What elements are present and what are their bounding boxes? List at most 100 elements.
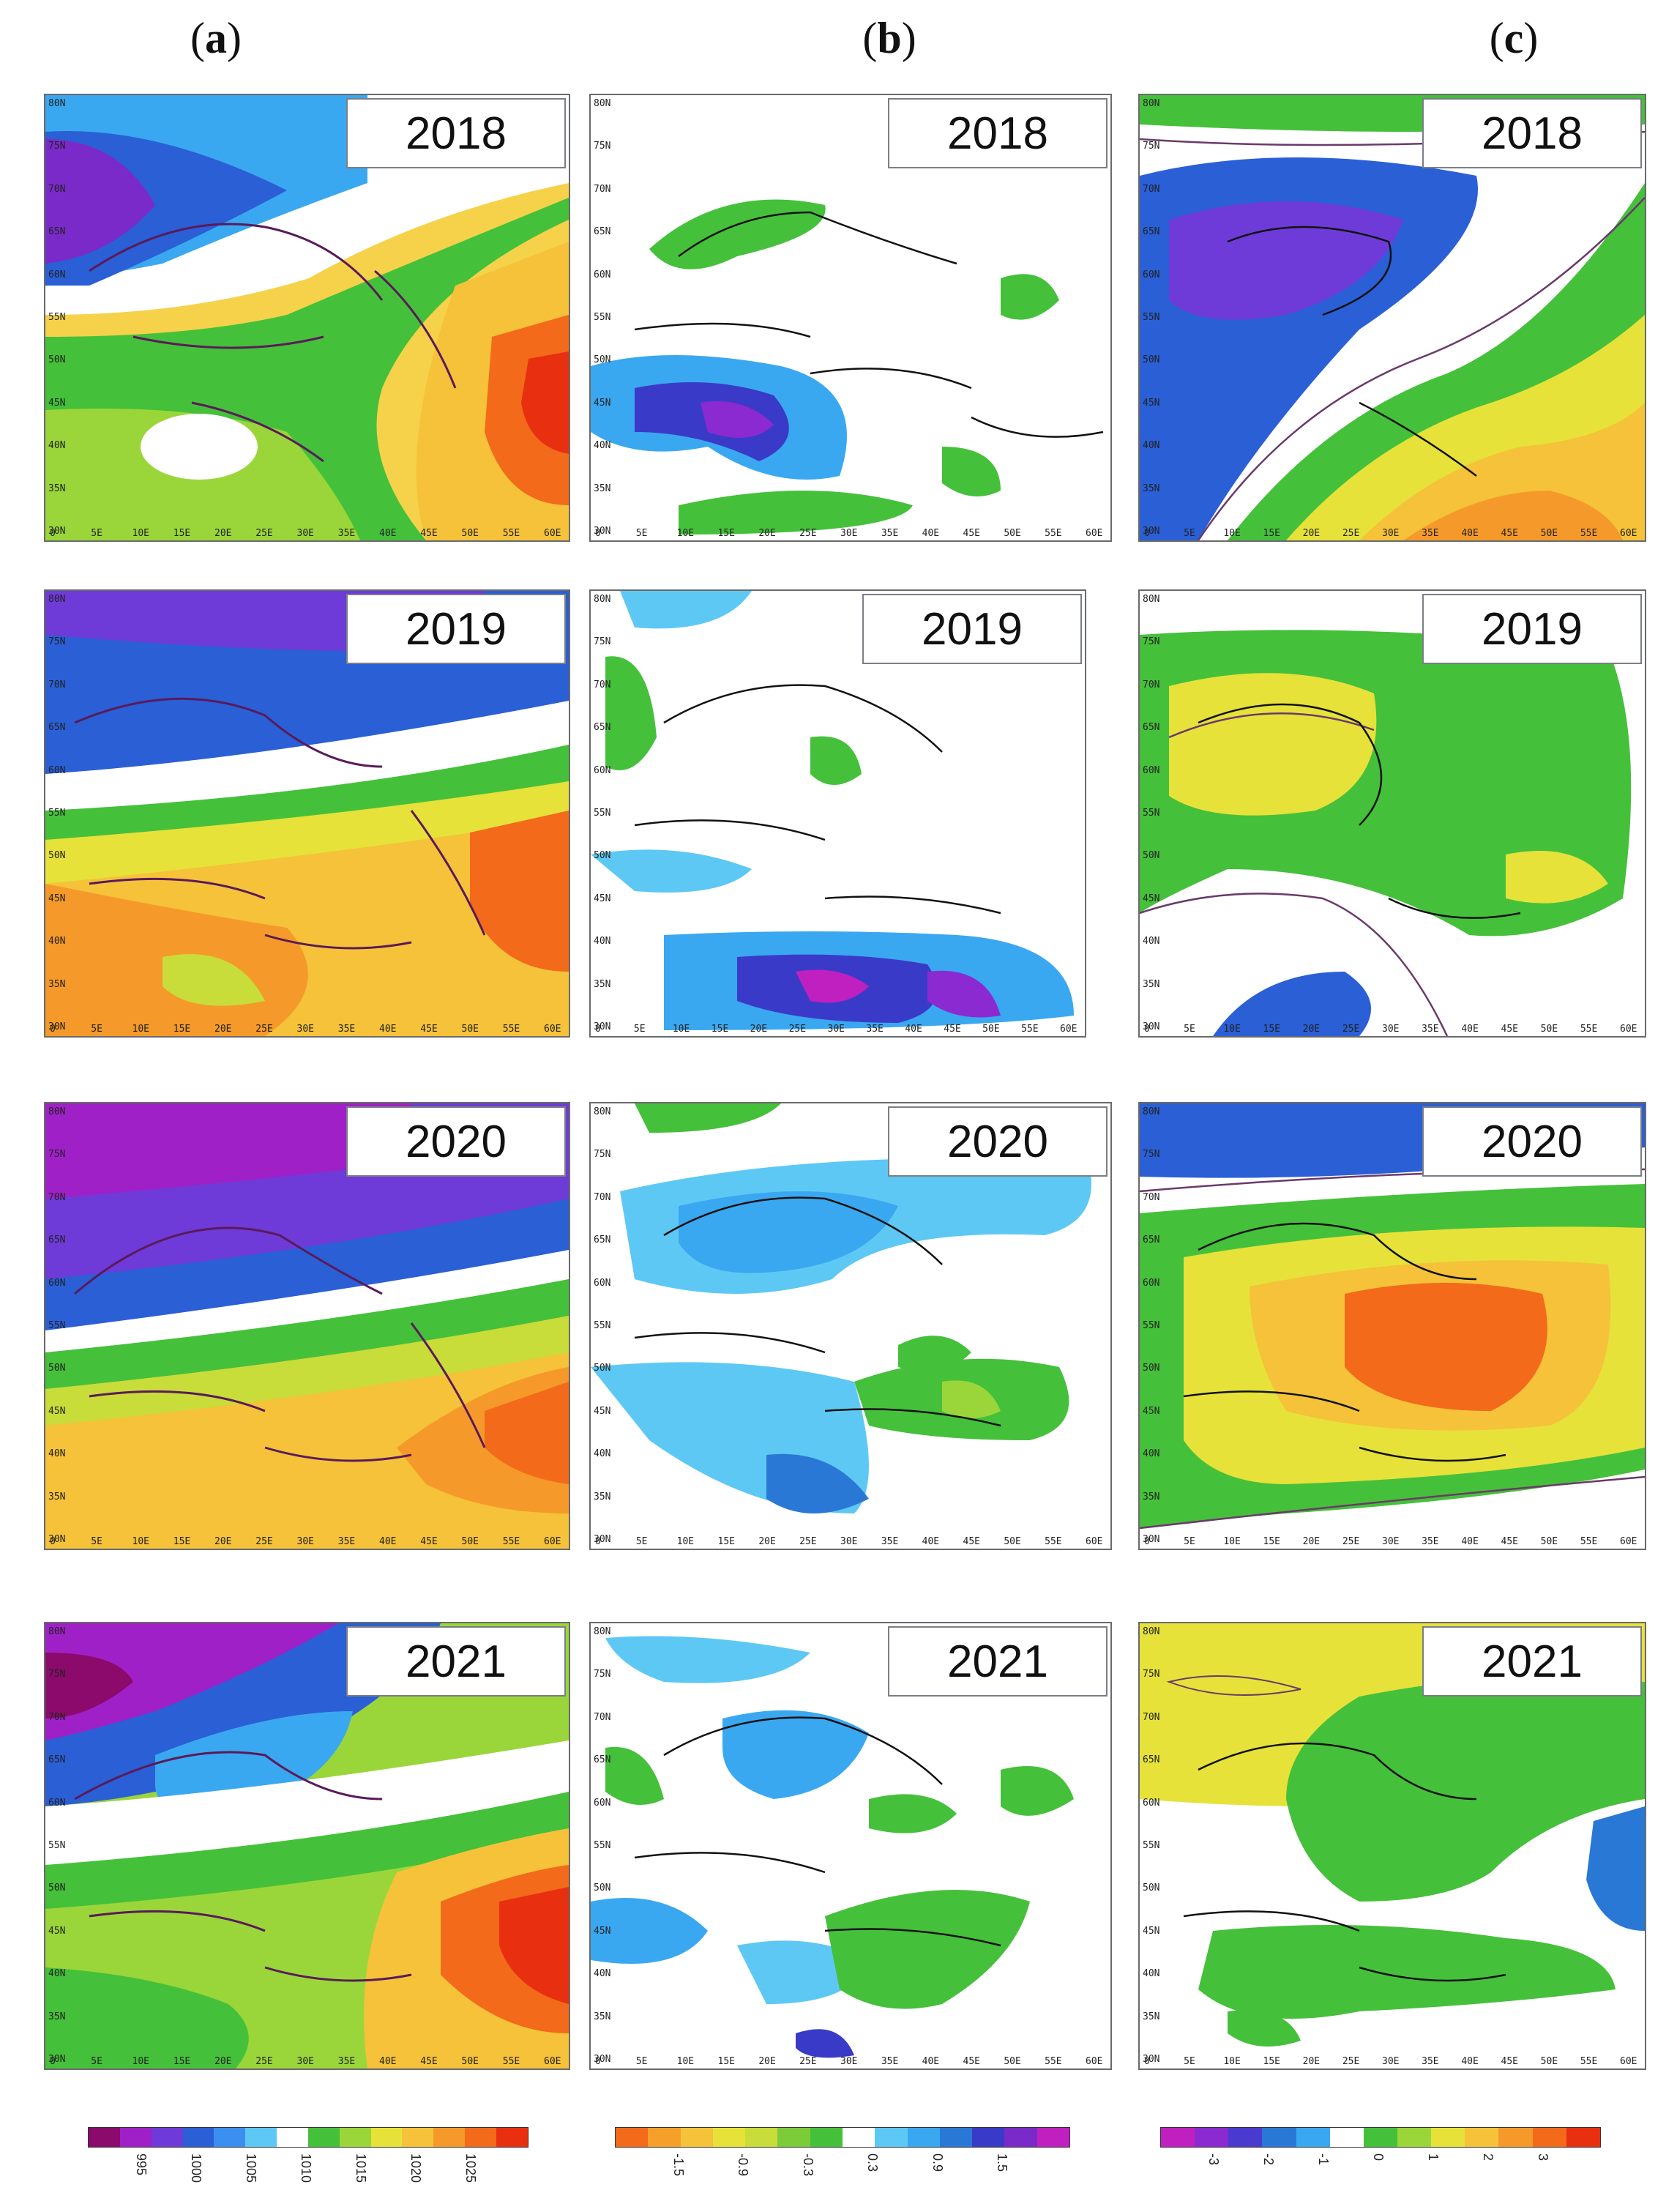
lat-tick-label: 35N xyxy=(48,483,66,494)
lat-tick-label: 60N xyxy=(594,1797,611,1809)
lon-tick-label: 0 xyxy=(50,528,56,539)
lon-tick-label: 20E xyxy=(214,528,232,539)
lat-tick-label: 40N xyxy=(594,440,611,452)
lon-tick-label: 35E xyxy=(1422,528,1439,539)
lon-tick-label: 0 xyxy=(595,1024,601,1035)
lat-tick-label: 30N xyxy=(1143,1021,1160,1032)
lat-tick-label: 55N xyxy=(1143,808,1160,819)
colorbar-a: 995 1000 1005 1010 1015 1020 1025 xyxy=(88,2127,529,2193)
lon-tick-label: 60E xyxy=(1060,1024,1077,1035)
lon-tick-label: 40E xyxy=(1461,2056,1479,2067)
lon-tick-label: 5E xyxy=(1184,528,1195,539)
lon-tick-label: 20E xyxy=(1302,528,1321,539)
lat-tick-label: 70N xyxy=(48,1711,66,1723)
lat-tick-label: 65N xyxy=(1143,1235,1160,1246)
lat-tick-label: 55N xyxy=(1143,312,1160,323)
lat-tick-label: 35N xyxy=(48,978,66,990)
colorbar-swatch xyxy=(339,2128,371,2147)
lon-tick-label: 55E xyxy=(1580,1024,1598,1035)
lat-tick-label: 65N xyxy=(594,722,611,734)
lat-tick-label: 70N xyxy=(48,1191,66,1203)
lon-tick-label: 0 xyxy=(595,528,601,539)
colorbar-swatch xyxy=(433,2128,466,2147)
map-b-2020: 2020 80N 75N 70N 65N 60N 55N 50N 45N 40N 35N 30N 0 5… xyxy=(589,1102,1112,1550)
lon-tick-label: 20E xyxy=(758,1536,776,1547)
colorbar-swatch xyxy=(307,2128,340,2147)
colorbar-swatch xyxy=(810,2128,843,2147)
lat-tick-label: 40N xyxy=(594,936,611,947)
year-label: 2019 xyxy=(862,594,1082,664)
lon-tick-label: 15E xyxy=(1263,528,1280,539)
lon-tick-label: 40E xyxy=(379,2056,397,2067)
lon-tick-label: 0 xyxy=(50,1024,56,1035)
lat-tick-label: 75N xyxy=(594,1669,611,1680)
lon-tick-label: 60E xyxy=(544,1536,561,1547)
lat-tick-label: 80N xyxy=(594,594,611,605)
colorbar-tick-label: -0.9 xyxy=(736,2153,751,2177)
map-c-2021: 2021 80N 75N 70N 65N 60N 55N 50N 45N 40N 35N 30N 0 5… xyxy=(1138,1622,1646,2070)
lat-tick-label: 40N xyxy=(48,936,66,947)
lat-tick-label: 75N xyxy=(1143,1669,1160,1680)
lon-tick-label: 10E xyxy=(132,528,149,539)
lon-tick-label: 15E xyxy=(1263,1536,1280,1547)
colorbar-swatch xyxy=(214,2128,246,2147)
lon-tick-label: 0 xyxy=(1144,528,1150,539)
lon-tick-label: 10E xyxy=(1223,1024,1241,1035)
lat-tick-label: 70N xyxy=(1143,1191,1160,1203)
lon-tick-label: 30E xyxy=(1382,2056,1400,2067)
lat-tick-label: 75N xyxy=(1143,141,1160,152)
lon-tick-label: 55E xyxy=(502,1024,520,1035)
lat-tick-label: 30N xyxy=(594,1534,611,1545)
column-label-c: (c) xyxy=(1489,14,1539,62)
map-b-2018: 2018 80N 75N 70N 65N 60N 55N 50N 45N 40N 35N 30N 0 5… xyxy=(589,94,1112,542)
colorbar-tick-label: -3 xyxy=(1206,2153,1221,2166)
lon-tick-label: 5E xyxy=(1184,1536,1195,1547)
lat-tick-label: 65N xyxy=(594,1235,611,1246)
lat-tick-label: 55N xyxy=(48,1840,66,1851)
lat-tick-label: 45N xyxy=(1143,397,1160,409)
lon-tick-label: 35E xyxy=(337,1536,356,1547)
lat-tick-label: 80N xyxy=(1143,1106,1160,1117)
lon-tick-label: 10E xyxy=(676,528,695,539)
lat-tick-label: 80N xyxy=(1143,1626,1160,1637)
colorbar-b: -1.5 -0.9 -0.3 0.3 0.9 1.5 xyxy=(615,2127,1070,2193)
lon-tick-label: 35E xyxy=(881,2056,899,2067)
colorbar-swatch xyxy=(875,2128,908,2147)
colorbar-swatch xyxy=(496,2128,528,2147)
lon-tick-label: 25E xyxy=(788,1024,807,1035)
lat-tick-label: 35N xyxy=(1143,978,1160,990)
lat-tick-label: 55N xyxy=(48,808,66,819)
lat-tick-label: 35N xyxy=(594,2011,611,2022)
lat-tick-label: 45N xyxy=(594,1925,611,1937)
anomaly-field xyxy=(1140,1103,1645,1549)
lon-tick-label: 60E xyxy=(1620,528,1637,539)
lon-tick-label: 20E xyxy=(1302,1536,1321,1547)
anomaly-field xyxy=(591,95,1110,540)
lon-tick-label: 50E xyxy=(1004,2056,1021,2067)
lon-tick-label: 20E xyxy=(214,1536,232,1547)
lon-tick-label: 35E xyxy=(881,1536,899,1547)
column-label-b: (b) xyxy=(862,14,916,62)
lon-tick-label: 20E xyxy=(1302,2056,1321,2067)
lon-tick-label: 40E xyxy=(379,1024,397,1035)
lat-tick-label: 35N xyxy=(1143,2011,1160,2022)
lon-tick-label: 10E xyxy=(1223,2056,1241,2067)
lon-tick-label: 50E xyxy=(461,1536,479,1547)
lat-tick-label: 35N xyxy=(1143,1491,1160,1502)
lon-tick-label: 25E xyxy=(1342,1024,1360,1035)
lat-tick-label: 50N xyxy=(1143,354,1160,366)
lat-tick-label: 70N xyxy=(594,679,611,690)
lat-tick-label: 70N xyxy=(48,679,66,690)
lat-tick-label: 35N xyxy=(594,1491,611,1502)
lon-tick-label: 45E xyxy=(420,2056,438,2067)
colorbar-tick-label: 0.9 xyxy=(930,2153,945,2172)
lat-tick-label: 35N xyxy=(594,483,611,494)
lon-tick-label: 15E xyxy=(717,2056,735,2067)
year-label: 2021 xyxy=(1422,1626,1642,1697)
lat-tick-label: 80N xyxy=(1143,98,1160,109)
lon-tick-label: 15E xyxy=(1263,2056,1280,2067)
lon-tick-label: 25E xyxy=(255,1536,273,1547)
lat-tick-label: 80N xyxy=(48,1626,66,1637)
colorbar-tick-label: -1 xyxy=(1316,2153,1331,2166)
lon-tick-label: 20E xyxy=(214,1024,232,1035)
